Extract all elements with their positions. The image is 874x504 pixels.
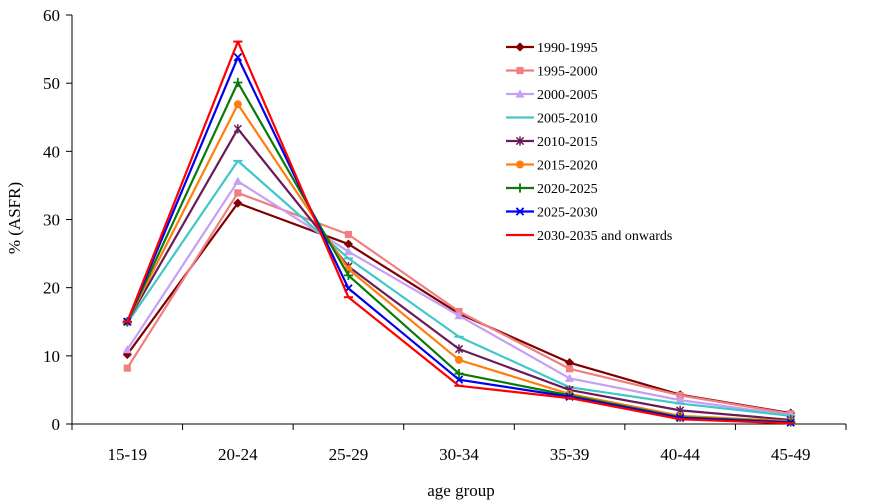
data-point	[454, 344, 464, 354]
legend-marker	[515, 42, 525, 52]
x-axis-title: age group	[427, 481, 495, 500]
data-point	[343, 246, 354, 256]
data-point	[122, 349, 132, 360]
x-tick-label: 45-49	[771, 445, 811, 464]
legend-label: 1995-2000	[537, 65, 598, 80]
x-tick-label: 35-39	[550, 445, 590, 464]
legend-label: 2025-2030	[537, 206, 598, 221]
legend: 1990-1995 1995-2000 2000-2005 2005-2010 2010…	[506, 41, 672, 244]
data-point	[675, 395, 685, 404]
series-2030-2035 and onwards	[122, 40, 796, 425]
data-point	[233, 77, 243, 88]
data-point	[454, 375, 464, 384]
legend-marker	[515, 183, 525, 193]
y-tick-label: 30	[43, 211, 60, 230]
x-tick-label: 15-19	[107, 445, 147, 464]
x-tick-label: 25-29	[329, 445, 369, 464]
data-point	[233, 176, 243, 185]
legend-label: 2010-2015	[537, 135, 598, 150]
data-point	[676, 391, 684, 399]
data-point	[455, 355, 463, 364]
data-point	[233, 124, 242, 134]
data-point	[454, 311, 464, 320]
legend-item: 2015-2020	[506, 159, 598, 174]
y-tick-label: 20	[43, 279, 60, 298]
data-point	[564, 373, 575, 382]
legend-marker	[515, 207, 525, 216]
legend-item: 2010-2015	[506, 135, 598, 150]
series-layer	[122, 40, 796, 427]
series-line	[126, 56, 791, 424]
legend-marker	[516, 66, 524, 75]
data-point	[233, 53, 243, 62]
legend-item: 2005-2010	[506, 112, 598, 127]
legend-label: 1990-1995	[537, 41, 598, 56]
data-point	[233, 100, 242, 109]
legend-marker	[516, 160, 524, 169]
axes: 0 10 20 30 40 50 60 15-19 20-24 25-29 30-34 35-39 40…	[43, 6, 847, 464]
y-tick-label: 50	[43, 74, 60, 93]
y-tick-label: 10	[43, 347, 60, 366]
data-point	[344, 230, 353, 239]
data-point	[343, 239, 354, 249]
legend-item: 2025-2030	[506, 206, 598, 221]
legend-item: 1995-2000	[506, 65, 598, 80]
data-point	[122, 345, 132, 354]
legend-item: 1990-1995	[506, 41, 598, 56]
legend-item: 2020-2025	[506, 182, 598, 197]
data-point	[454, 368, 464, 379]
data-point	[123, 364, 131, 372]
y-tick-label: 0	[52, 415, 61, 434]
data-point	[343, 270, 354, 280]
legend-item: 2030-2035 and onwards	[506, 229, 672, 244]
data-point	[565, 365, 574, 373]
data-point	[234, 189, 242, 197]
legend-label: 2030-2035 and onwards	[537, 229, 672, 244]
y-tick-label: 60	[43, 6, 60, 25]
data-point	[233, 198, 243, 208]
legend-label: 2000-2005	[537, 88, 598, 103]
legend-marker	[515, 89, 525, 98]
x-tick-label: 20-24	[218, 445, 258, 464]
data-point	[564, 358, 575, 368]
y-tick-label: 40	[43, 142, 60, 161]
y-axis-title: % (ASFR)	[5, 182, 24, 254]
legend-marker	[515, 136, 525, 146]
series-line	[126, 40, 791, 425]
x-tick-label: 30-34	[439, 445, 479, 464]
legend-item: 2000-2005	[506, 88, 598, 103]
legend-label: 2015-2020	[537, 159, 598, 174]
legend-label: 2005-2010	[537, 112, 598, 127]
series-2000-2005	[122, 176, 796, 419]
legend-label: 2020-2025	[537, 182, 598, 197]
x-tick-label: 40-44	[660, 445, 700, 464]
